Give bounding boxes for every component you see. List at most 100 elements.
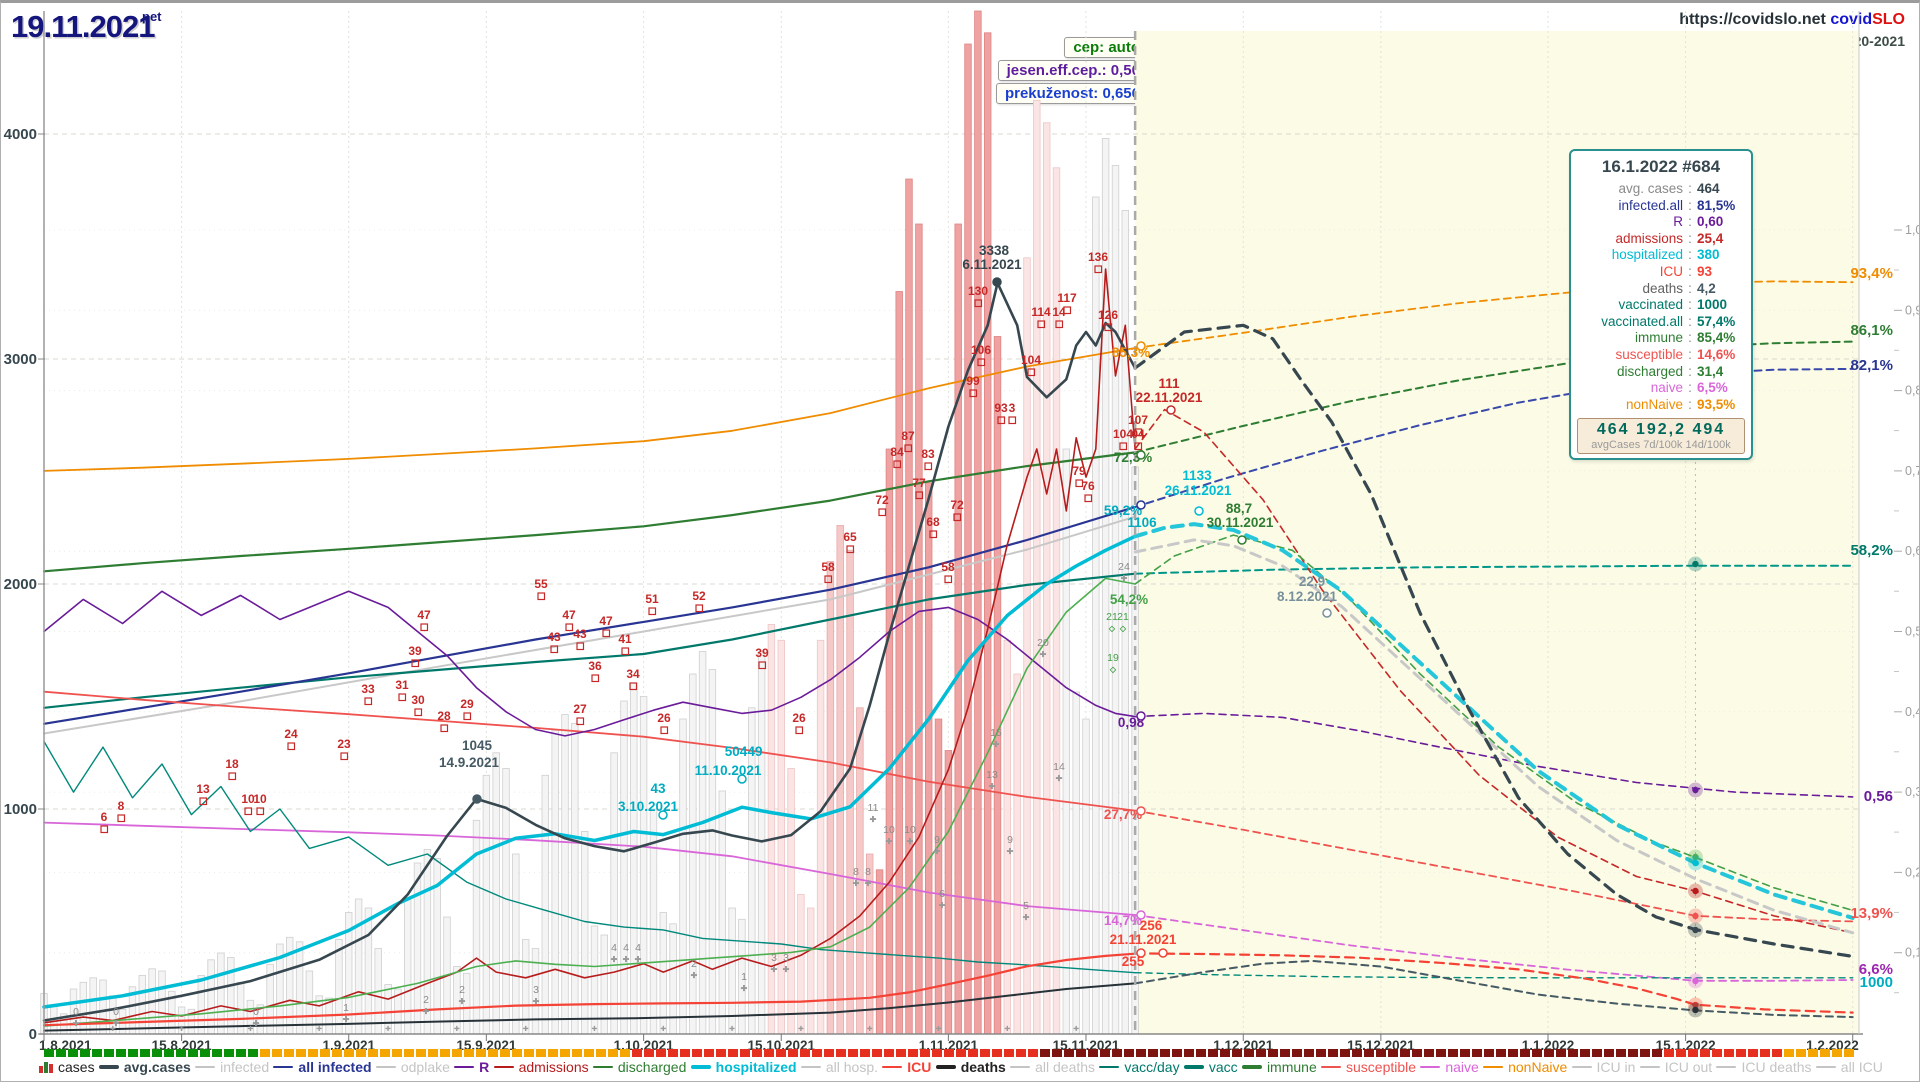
risk-strip-square <box>1796 1049 1806 1057</box>
risk-strip-square <box>1148 1049 1158 1057</box>
svg-text:✚: ✚ <box>865 879 872 888</box>
svg-text:72,3%: 72,3% <box>1114 450 1152 465</box>
legend-item-susceptible[interactable]: susceptible <box>1321 1059 1416 1075</box>
legend-item-immune[interactable]: immune <box>1241 1059 1317 1075</box>
risk-strip-square <box>1568 1049 1578 1057</box>
risk-strip-square <box>980 1049 990 1057</box>
svg-text:52: 52 <box>692 589 706 603</box>
legend-item-admissions[interactable]: admissions <box>493 1059 589 1075</box>
legend-item-icu-in[interactable]: ICU in <box>1571 1059 1635 1075</box>
legend-item-discharged[interactable]: discharged <box>592 1059 686 1075</box>
legend-line-icon <box>1716 1066 1737 1068</box>
svg-text:3: 3 <box>771 952 777 964</box>
site-url[interactable]: https://covidslo.net <box>1679 11 1826 28</box>
svg-text:✚: ✚ <box>423 1007 430 1016</box>
legend-item-odplake[interactable]: odplake <box>375 1059 450 1075</box>
svg-text:0,3: 0,3 <box>1905 785 1919 799</box>
legend-line-icon <box>454 1066 475 1068</box>
legend-item-vacc-day[interactable]: vacc/day <box>1099 1059 1180 1075</box>
risk-strip-square <box>272 1049 282 1057</box>
svg-text:✚: ✚ <box>113 1019 120 1028</box>
series-discharged-forecast <box>1134 534 1854 912</box>
legend-item-icu[interactable]: ICU <box>882 1059 931 1075</box>
svg-text:24: 24 <box>1118 561 1130 573</box>
svg-text:39: 39 <box>755 646 769 660</box>
svg-text:30: 30 <box>411 693 425 707</box>
svg-text:1106: 1106 <box>1127 515 1157 530</box>
info-row-deaths: deaths:4,2 <box>1642 280 1716 296</box>
svg-text:04: 04 <box>1131 427 1145 441</box>
legend-item-naive[interactable]: naive <box>1420 1059 1479 1075</box>
risk-strip-square <box>236 1049 246 1057</box>
legend-item-cases[interactable]: cases <box>39 1059 95 1075</box>
risk-strip-square <box>1424 1049 1434 1057</box>
risk-strip-square <box>872 1049 882 1057</box>
risk-strip-square <box>68 1049 78 1057</box>
svg-text:0,56: 0,56 <box>1864 788 1893 805</box>
legend-item-deaths[interactable]: deaths <box>935 1059 1006 1075</box>
legend-item-vacc[interactable]: vacc <box>1183 1059 1238 1075</box>
legend-item-all-icu[interactable]: all ICU <box>1815 1059 1883 1075</box>
jesen-eff-cep-control[interactable]: jesen.eff.cep.: 0,50 <box>997 60 1149 81</box>
legend-item-nonnaive[interactable]: nonNaive <box>1483 1059 1567 1075</box>
svg-text:✚: ✚ <box>611 955 618 964</box>
risk-strip-square <box>788 1049 798 1057</box>
legend-line-icon <box>98 1065 119 1069</box>
legend-item-icu-out[interactable]: ICU out <box>1639 1059 1712 1075</box>
svg-text:86,1%: 86,1% <box>1850 322 1893 339</box>
svg-text:0,7: 0,7 <box>1905 464 1919 478</box>
risk-strip-square <box>416 1049 426 1057</box>
risk-strip-square <box>1808 1049 1818 1057</box>
risk-strip-square <box>488 1049 498 1057</box>
legend-item-infected[interactable]: infected <box>195 1059 269 1075</box>
risk-strip-square <box>1784 1049 1794 1057</box>
risk-strip-square <box>1760 1049 1770 1057</box>
risk-strip-square <box>1712 1049 1722 1057</box>
legend-item-label: immune <box>1266 1059 1317 1075</box>
risk-strip-square <box>1628 1049 1638 1057</box>
svg-text:2: 2 <box>459 984 465 996</box>
risk-strip-square <box>248 1049 258 1057</box>
svg-text:✚: ✚ <box>783 965 790 974</box>
legend-item-r[interactable]: R <box>454 1059 489 1075</box>
svg-text:✚: ✚ <box>523 1025 529 1033</box>
legend-item-avg-cases[interactable]: avg.cases <box>98 1059 191 1075</box>
legend-item-all-infected[interactable]: all infected <box>273 1059 372 1075</box>
svg-text:68: 68 <box>926 515 940 529</box>
risk-strip-square <box>632 1049 642 1057</box>
legend-line-icon <box>1571 1066 1592 1068</box>
risk-strip-square <box>1592 1049 1602 1057</box>
series-susceptible-forecast <box>1134 809 1854 923</box>
svg-text:✚: ✚ <box>691 971 698 980</box>
risk-strip-square <box>44 1049 54 1057</box>
risk-strip-square <box>896 1049 906 1057</box>
risk-strip-square <box>428 1049 438 1057</box>
avg-cases-per-100k-values: 464 192,2 494 <box>1596 421 1726 439</box>
risk-strip-square <box>1160 1049 1170 1057</box>
legend-item-icu-deaths[interactable]: ICU deaths <box>1716 1059 1812 1075</box>
svg-text:39: 39 <box>408 644 422 658</box>
risk-strip-square <box>1208 1049 1218 1057</box>
info-row-vaccinated: vaccinated:1000 <box>1618 297 1728 313</box>
svg-text:✚: ✚ <box>592 1025 598 1033</box>
series-R-forecast <box>1134 712 1854 798</box>
risk-strip-square <box>140 1049 150 1057</box>
svg-text:21: 21 <box>1117 611 1129 623</box>
svg-text:3: 3 <box>533 984 539 996</box>
risk-strip-square <box>1292 1049 1302 1057</box>
site-link[interactable]: https://covidslo.net covidSLO <box>1679 11 1905 29</box>
legend-item-hospitalized[interactable]: hospitalized <box>690 1059 797 1075</box>
svg-text:19: 19 <box>1107 652 1119 664</box>
svg-text:✚: ✚ <box>247 1025 253 1033</box>
svg-text:3: 3 <box>1009 401 1016 415</box>
svg-text:87: 87 <box>901 429 915 443</box>
svg-text:106: 106 <box>971 343 991 357</box>
series-admissions-forecast <box>1134 408 1854 934</box>
legend-item-all-hosp-[interactable]: all hosp. <box>800 1059 878 1075</box>
svg-text:14: 14 <box>1053 761 1065 773</box>
legend-item-all-deaths[interactable]: all deaths <box>1010 1059 1095 1075</box>
risk-strip-square <box>1472 1049 1482 1057</box>
risk-strip-square <box>1556 1049 1566 1057</box>
